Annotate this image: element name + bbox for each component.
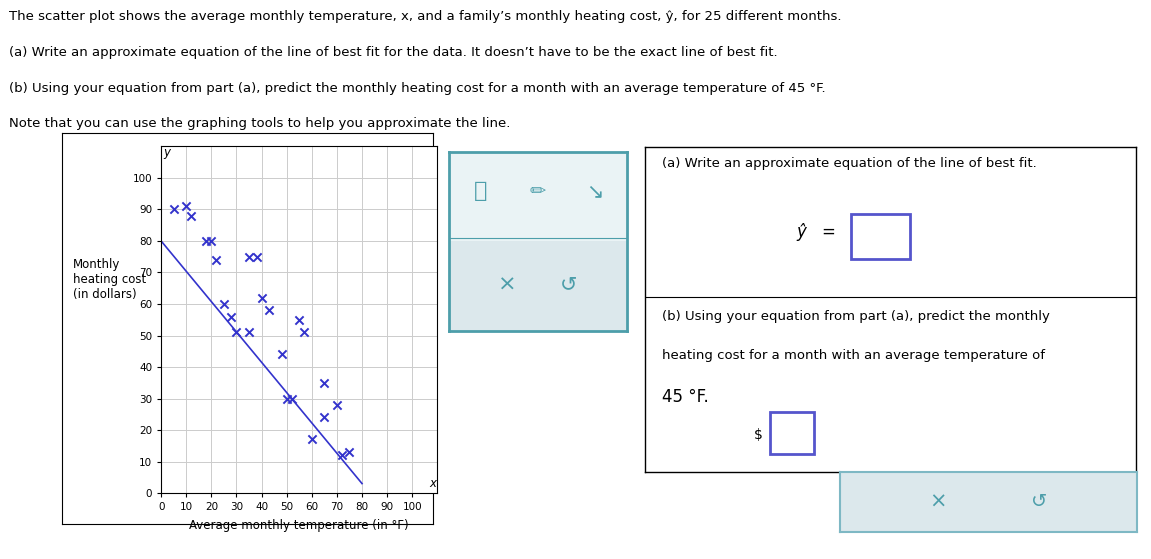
Text: =: = [822,222,836,240]
Point [207,255,226,264]
Text: ✏: ✏ [529,182,547,201]
Text: ⬜: ⬜ [474,182,488,201]
Point [260,306,279,315]
Point [203,236,221,245]
Point [328,400,346,409]
Point [252,293,270,302]
Point [290,315,308,324]
Point [182,211,200,220]
Text: x: x [429,477,436,490]
Point [303,435,321,444]
Text: (b) Using your equation from part (a), predict the monthly: (b) Using your equation from part (a), p… [662,310,1050,323]
Text: ×: × [498,274,517,295]
Point [277,394,296,403]
Text: y: y [163,146,170,159]
Text: Monthly
heating cost
(in dollars): Monthly heating cost (in dollars) [73,258,146,301]
Point [239,252,258,261]
Point [282,394,300,403]
Text: heating cost for a month with an average temperature of: heating cost for a month with an average… [662,349,1045,362]
Text: ×: × [930,492,947,512]
Point [177,202,196,211]
Text: The scatter plot shows the average monthly temperature, x, and a family’s monthl: The scatter plot shows the average month… [9,10,841,23]
FancyBboxPatch shape [449,241,627,331]
Point [341,448,359,457]
Text: (b) Using your equation from part (a), predict the monthly heating cost for a mo: (b) Using your equation from part (a), p… [9,82,825,94]
X-axis label: Average monthly temperature (in °F): Average monthly temperature (in °F) [190,519,409,532]
Text: Note that you can use the graphing tools to help you approximate the line.: Note that you can use the graphing tools… [9,117,511,130]
Text: $: $ [754,428,762,442]
Text: ↘: ↘ [586,182,604,201]
Point [215,300,234,309]
FancyBboxPatch shape [851,214,910,259]
Text: ↺: ↺ [559,274,577,295]
Point [273,350,291,359]
Point [197,236,215,245]
Point [247,252,266,261]
Text: ŷ: ŷ [796,222,807,240]
Point [315,413,334,422]
Point [222,312,241,321]
Text: ↺: ↺ [1031,492,1047,511]
Point [333,451,351,459]
Text: 45 °F.: 45 °F. [662,388,709,406]
Point [239,328,258,337]
Point [227,328,245,337]
Text: (a) Write an approximate equation of the line of best fit.: (a) Write an approximate equation of the… [662,157,1037,170]
Text: (a) Write an approximate equation of the line of best fit for the data. It doesn: (a) Write an approximate equation of the… [9,46,778,59]
Point [315,378,334,387]
Point [165,205,183,214]
Point [295,328,313,337]
FancyBboxPatch shape [770,412,814,454]
